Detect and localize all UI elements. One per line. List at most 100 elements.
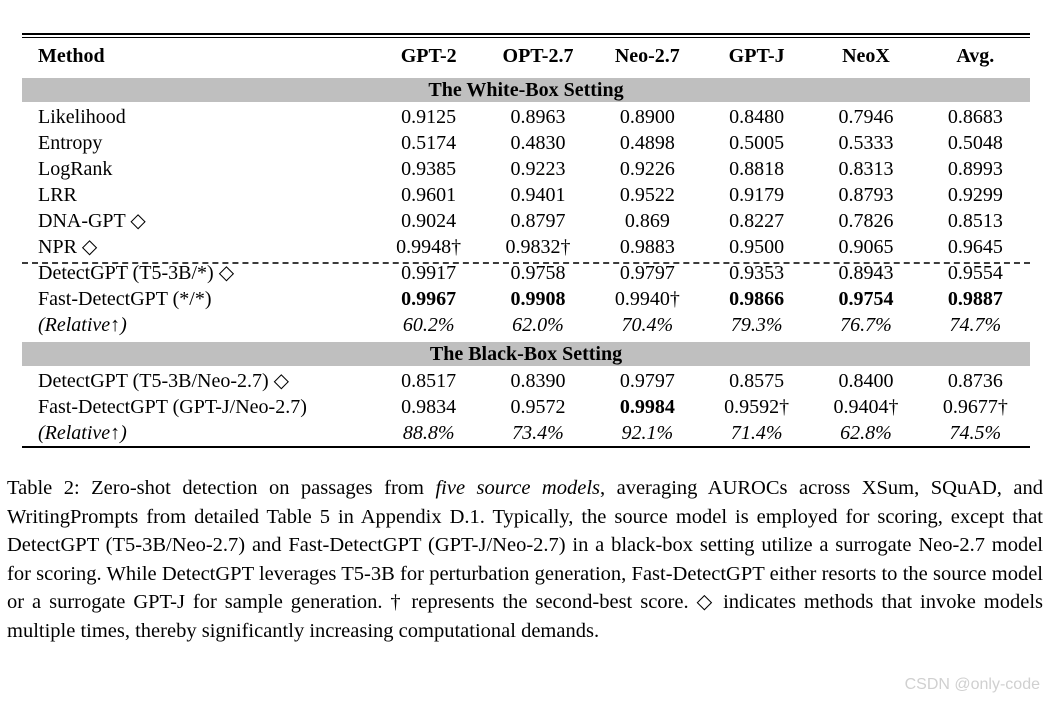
value-cell: 0.9179 xyxy=(729,184,785,206)
col-header-gpt2: GPT-2 xyxy=(374,38,484,77)
method-cell: Likelihood xyxy=(38,106,126,128)
value-cell: 0.9299 xyxy=(947,184,1003,206)
value-cell: 0.9797 xyxy=(619,262,675,284)
value-cell: 0.8390 xyxy=(510,370,566,392)
value-cell: 0.9601 xyxy=(401,184,457,206)
value-cell: 0.9024 xyxy=(401,210,457,232)
value-cell: 0.5005 xyxy=(729,132,785,154)
value-cell: 0.9797 xyxy=(619,370,675,392)
value-cell: 0.9572 xyxy=(510,396,566,418)
method-cell: DetectGPT (T5-3B/*) ◇ xyxy=(38,262,235,284)
value-cell: 0.9940† xyxy=(614,288,680,310)
col-header-avg: Avg. xyxy=(920,38,1030,77)
table-caption: Table 2: Zero-shot detection on passages… xyxy=(7,474,1043,645)
value-cell-best: 0.9754 xyxy=(838,288,894,310)
value-cell: 79.3% xyxy=(730,314,783,336)
section-band-blackbox: The Black-Box Setting xyxy=(22,338,1030,368)
caption-emphasis: five source models xyxy=(435,477,600,499)
value-cell: 0.8513 xyxy=(947,210,1003,232)
method-cell: NPR ◇ xyxy=(38,236,98,258)
table-row-dna-gpt: DNA-GPT ◇ 0.9024 0.8797 0.869 0.8227 0.7… xyxy=(22,208,1030,234)
value-cell: 0.5048 xyxy=(947,132,1003,154)
auroc-table: Method GPT-2 OPT-2.7 Neo-2.7 GPT-J NeoX … xyxy=(22,38,1030,446)
value-cell: 0.9645 xyxy=(947,236,1003,258)
table-top-rule-thick xyxy=(22,33,1030,35)
value-cell: 0.7946 xyxy=(838,106,894,128)
col-header-method: Method xyxy=(22,38,374,77)
table-row-likelihood: Likelihood 0.9125 0.8963 0.8900 0.8480 0… xyxy=(22,103,1030,130)
value-cell: 0.8400 xyxy=(838,370,894,392)
value-cell: 73.4% xyxy=(512,422,564,444)
section-band-whitebox: The White-Box Setting xyxy=(22,74,1030,104)
value-cell: 0.9065 xyxy=(838,236,894,258)
value-cell: 0.8736 xyxy=(947,370,1003,392)
value-cell: 0.8575 xyxy=(729,370,785,392)
value-cell: 0.8797 xyxy=(510,210,566,232)
value-cell: 0.9522 xyxy=(619,184,675,206)
value-cell: 60.2% xyxy=(402,314,455,336)
value-cell: 0.9677† xyxy=(942,396,1008,418)
table-row-relative-whitebox: (Relative↑) 60.2% 62.0% 70.4% 79.3% 76.7… xyxy=(22,312,1030,340)
value-cell-best: 0.9984 xyxy=(619,396,675,418)
value-cell-best: 0.9866 xyxy=(729,288,785,310)
method-cell: LRR xyxy=(38,184,77,206)
table-header-row: Method GPT-2 OPT-2.7 Neo-2.7 GPT-J NeoX … xyxy=(22,38,1030,77)
value-cell: 0.4898 xyxy=(619,132,675,154)
value-cell: 0.9353 xyxy=(729,262,785,284)
section-title: The White-Box Setting xyxy=(22,74,1030,104)
value-cell: 0.9592† xyxy=(724,396,790,418)
section-title: The Black-Box Setting xyxy=(22,338,1030,368)
value-cell: 92.1% xyxy=(621,422,674,444)
value-cell: 0.8683 xyxy=(947,106,1003,128)
value-cell: 0.9758 xyxy=(510,262,566,284)
method-cell: Fast-DetectGPT (GPT-J/Neo-2.7) xyxy=(38,396,307,418)
method-cell: (Relative↑) xyxy=(38,422,127,444)
col-header-neox: NeoX xyxy=(811,38,921,77)
value-cell: 0.8313 xyxy=(838,158,894,180)
caption-lead: Table 2: Zero-shot detection on passages… xyxy=(7,477,436,499)
col-header-opt27: OPT-2.7 xyxy=(483,38,593,77)
value-cell: 0.5174 xyxy=(401,132,457,154)
value-cell: 0.8963 xyxy=(510,106,566,128)
method-cell: Entropy xyxy=(38,132,103,154)
value-cell: 0.8793 xyxy=(838,184,894,206)
value-cell: 70.4% xyxy=(621,314,674,336)
value-cell-best: 0.9908 xyxy=(510,288,566,310)
value-cell: 74.7% xyxy=(949,314,1002,336)
value-cell: 74.5% xyxy=(949,422,1002,444)
value-cell: 88.8% xyxy=(402,422,455,444)
value-cell: 0.8993 xyxy=(947,158,1003,180)
value-cell: 0.9834 xyxy=(401,396,457,418)
value-cell: 0.8900 xyxy=(619,106,675,128)
col-header-neo27: Neo-2.7 xyxy=(592,38,702,77)
value-cell: 76.7% xyxy=(840,314,892,336)
value-cell: 0.7826 xyxy=(838,210,894,232)
value-cell: 71.4% xyxy=(730,422,783,444)
table-row-detectgpt-blackbox: DetectGPT (T5-3B/Neo-2.7) ◇ 0.8517 0.839… xyxy=(22,367,1030,394)
table-row-entropy: Entropy 0.5174 0.4830 0.4898 0.5005 0.53… xyxy=(22,130,1030,156)
table-row-detectgpt-whitebox: DetectGPT (T5-3B/*) ◇ 0.9917 0.9758 0.97… xyxy=(22,260,1030,286)
value-cell: 0.4830 xyxy=(510,132,566,154)
table-row-lrr: LRR 0.9601 0.9401 0.9522 0.9179 0.8793 0… xyxy=(22,182,1030,208)
method-cell: (Relative↑) xyxy=(38,314,127,336)
table-row-fast-detectgpt-whitebox: Fast-DetectGPT (*/*) 0.9967 0.9908 0.994… xyxy=(22,286,1030,312)
value-cell: 0.9554 xyxy=(947,262,1003,284)
dashed-separator xyxy=(22,262,1030,264)
table-row-npr: NPR ◇ 0.9948† 0.9832† 0.9883 0.9500 0.90… xyxy=(22,234,1030,260)
value-cell: 0.9917 xyxy=(401,262,457,284)
method-cell: DetectGPT (T5-3B/Neo-2.7) ◇ xyxy=(38,370,290,392)
value-cell: 0.9226 xyxy=(619,158,675,180)
method-cell: Fast-DetectGPT (*/*) xyxy=(38,288,212,310)
value-cell: 62.0% xyxy=(512,314,564,336)
table-row-logrank: LogRank 0.9385 0.9223 0.9226 0.8818 0.83… xyxy=(22,156,1030,182)
value-cell: 0.8818 xyxy=(729,158,785,180)
value-cell: 0.9832† xyxy=(505,236,571,258)
value-cell: 0.9948† xyxy=(396,236,462,258)
table-bottom-rule xyxy=(22,446,1030,448)
value-cell: 0.9385 xyxy=(401,158,457,180)
method-cell: DNA-GPT ◇ xyxy=(38,210,146,232)
value-cell: 0.8480 xyxy=(729,106,785,128)
value-cell: 0.8227 xyxy=(729,210,785,232)
caption-rest: , averaging AUROCs across XSum, SQuAD, a… xyxy=(7,477,1043,642)
value-cell: 0.9500 xyxy=(729,236,785,258)
